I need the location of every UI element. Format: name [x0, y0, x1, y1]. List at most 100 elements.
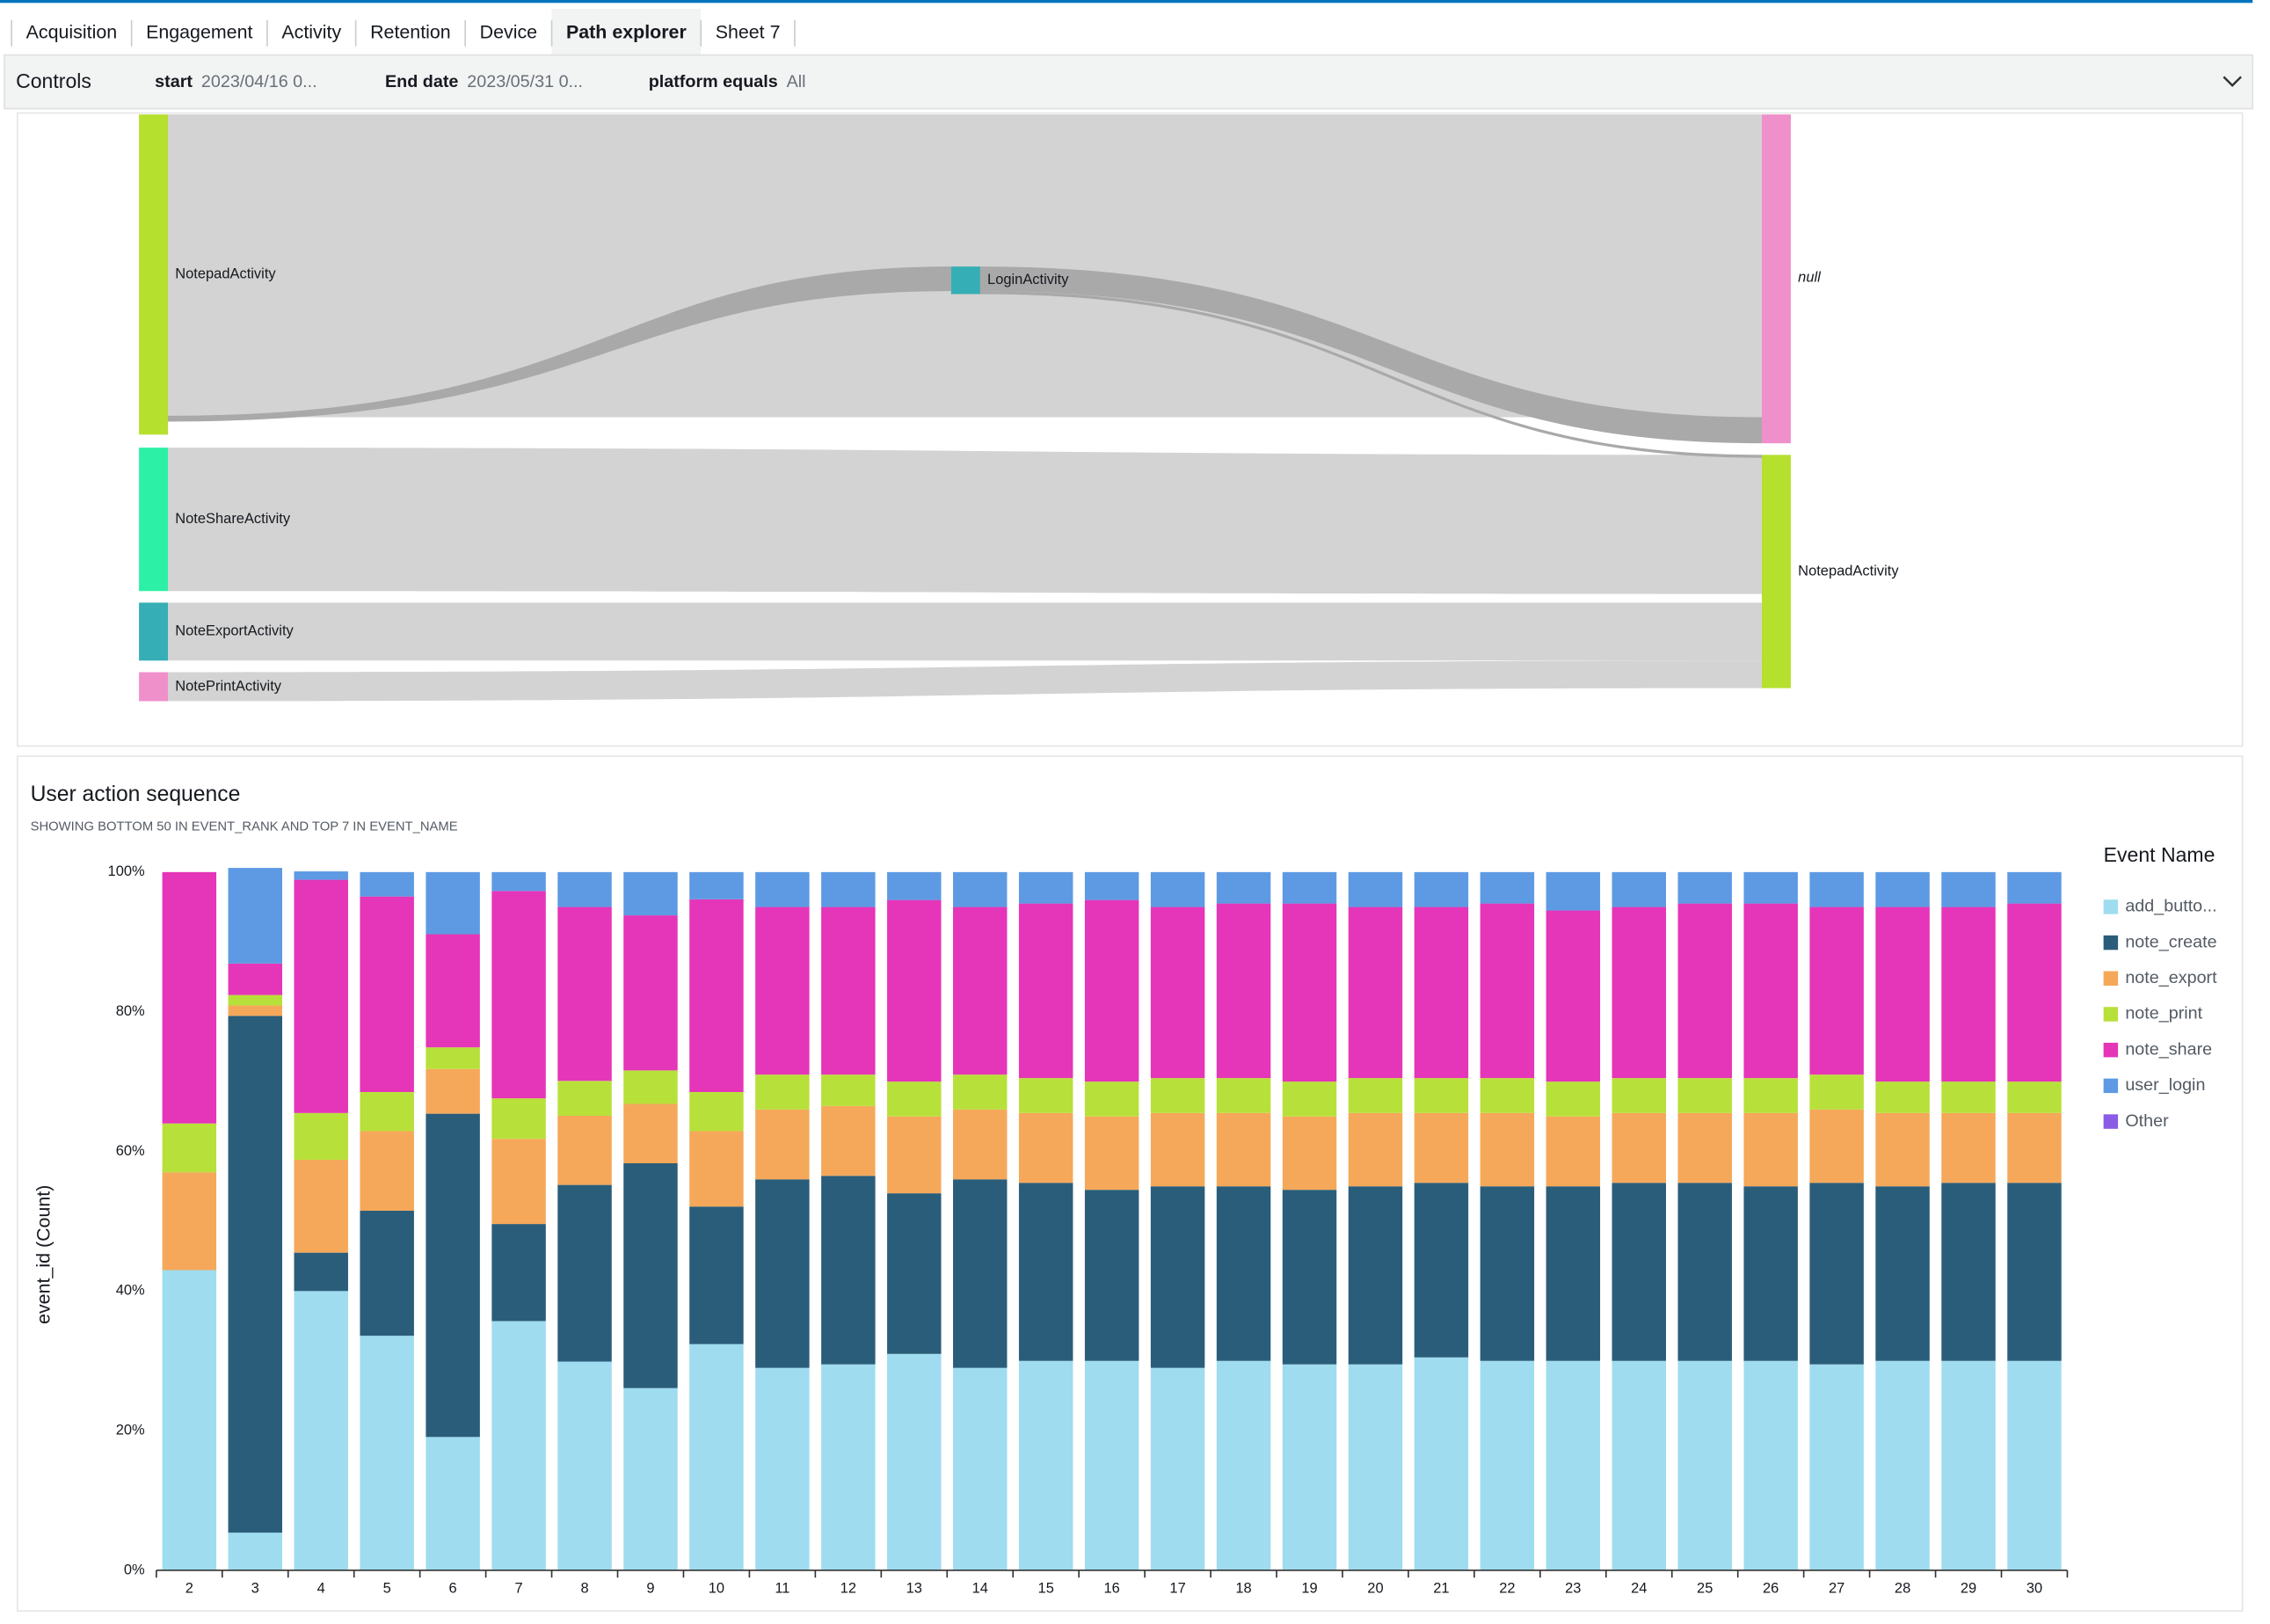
sankey-flows — [168, 114, 1763, 702]
bar-segment — [1150, 871, 1205, 907]
bar-segment — [755, 1179, 810, 1368]
x-tick-label: 28 — [1895, 1581, 1910, 1597]
x-tick-label: 10 — [709, 1581, 724, 1597]
sankey-node[interactable] — [950, 266, 980, 295]
filter-label[interactable]: platform equals — [649, 72, 778, 91]
bar-segment — [360, 871, 414, 897]
chart-subtitle: SHOWING BOTTOM 50 IN EVENT_RANK AND TOP … — [31, 820, 458, 834]
bar-segment — [755, 871, 810, 907]
sankey-node[interactable] — [139, 602, 169, 661]
bar-segment — [1480, 871, 1535, 904]
bar-segment — [1875, 1112, 1930, 1187]
legend-swatch[interactable] — [2103, 1042, 2119, 1058]
bar-segment — [821, 1074, 876, 1106]
x-tick-label: 14 — [972, 1581, 988, 1597]
bar-segment — [557, 907, 612, 1081]
expand-icon[interactable] — [2223, 76, 2242, 87]
bar-segment — [1348, 1364, 1403, 1570]
bar-segment — [623, 1387, 678, 1570]
filter-label[interactable]: start — [155, 72, 193, 91]
sankey-node[interactable] — [1762, 455, 1791, 688]
sankey-node[interactable] — [139, 448, 169, 592]
bar-segment — [1414, 871, 1469, 907]
legend-label[interactable]: note_export — [2125, 968, 2217, 987]
tab[interactable]: Sheet 7 — [716, 22, 781, 43]
bar-segment — [1743, 903, 1798, 1079]
bar-segment — [821, 907, 876, 1075]
bar-segment — [1546, 1360, 1601, 1570]
bar-segment — [1809, 871, 1864, 907]
tab[interactable]: Retention — [370, 22, 451, 43]
filter-value[interactable]: 2023/05/31 0... — [467, 72, 583, 91]
legend-label[interactable]: add_butto... — [2125, 897, 2216, 916]
tab[interactable]: Activity — [281, 22, 341, 43]
legend-swatch[interactable] — [2103, 1078, 2119, 1094]
bar-segment — [1348, 1078, 1403, 1113]
legend-swatch[interactable] — [2103, 899, 2119, 914]
bar-segment — [294, 1252, 348, 1292]
bar-segment — [1282, 903, 1337, 1082]
bar-segment — [1941, 1112, 1996, 1183]
tab[interactable]: Acquisition — [26, 22, 118, 43]
bar-segment — [426, 1437, 480, 1570]
bar-segment — [689, 1344, 744, 1570]
bar-segment — [1216, 903, 1271, 1079]
filter-label[interactable]: End date — [385, 72, 458, 91]
filters: start 2023/04/16 0... End date 2023/05/31 0… — [155, 72, 805, 91]
sankey-node[interactable] — [1762, 114, 1791, 444]
filter-value[interactable]: 2023/04/16 0... — [201, 72, 317, 91]
bar-segment — [557, 1081, 612, 1116]
bar-segment — [1084, 1116, 1139, 1191]
bar-segment — [1414, 1112, 1469, 1183]
legend-label[interactable]: note_create — [2125, 932, 2216, 951]
bar-segment — [1480, 1078, 1535, 1113]
bar-segment — [1875, 1360, 1930, 1570]
filter-value[interactable]: All — [787, 72, 806, 91]
legend-swatch[interactable] — [2103, 1114, 2119, 1129]
bar-segment — [1414, 1357, 1469, 1570]
active-tab — [551, 8, 702, 55]
x-tick-label: 30 — [2026, 1581, 2042, 1597]
legend-label[interactable]: user_login — [2125, 1075, 2205, 1095]
bar-segment — [1546, 1081, 1601, 1117]
bar-segment — [1743, 1112, 1798, 1187]
bar-segment — [755, 1109, 810, 1180]
x-tick-label: 7 — [514, 1581, 522, 1597]
legend-label[interactable]: Other — [2125, 1111, 2169, 1131]
bar-segment — [557, 1361, 612, 1570]
bar-segment — [1018, 903, 1073, 1079]
sankey-node[interactable] — [139, 672, 169, 702]
legend-label[interactable]: note_share — [2125, 1039, 2212, 1059]
bar-segment — [1216, 1112, 1271, 1187]
tab[interactable]: Engagement — [146, 22, 252, 43]
bar-segment — [1282, 1081, 1337, 1117]
bar-segment — [1941, 871, 1996, 907]
bar-segment — [1282, 1364, 1337, 1570]
x-tick-label: 27 — [1829, 1581, 1844, 1597]
sankey-node[interactable] — [139, 114, 169, 435]
legend-swatch[interactable] — [2103, 1007, 2119, 1022]
flow — [168, 660, 1763, 702]
bar-segment — [1612, 1078, 1667, 1113]
bar-segment — [1809, 1109, 1864, 1183]
bar-segment — [1018, 871, 1073, 904]
y-tick-label: 0% — [124, 1562, 145, 1577]
y-axis-title: event_id (Count) — [33, 1185, 55, 1324]
tab[interactable]: Device — [480, 22, 537, 43]
bar-segment — [1612, 1183, 1667, 1361]
sankey-node-label: null — [1798, 270, 1822, 286]
bar-segment — [1875, 871, 1930, 907]
bar-segment — [426, 1068, 480, 1114]
bar-segment — [1612, 907, 1667, 1079]
x-tick-label: 17 — [1169, 1581, 1185, 1597]
bar-segment — [1677, 1183, 1732, 1361]
tab[interactable]: Path explorer — [566, 22, 687, 43]
bar-segment — [887, 1193, 942, 1354]
legend-swatch[interactable] — [2103, 971, 2119, 987]
bar-segment — [1677, 1360, 1732, 1570]
chart: 0%20%40%60%80%100%2 3 4 5 6 7 8 9 10 11 12 13 14 15 16… — [108, 863, 2218, 1597]
legend-label[interactable]: note_print — [2125, 1004, 2202, 1023]
bar-segment — [2007, 1183, 2062, 1361]
legend-swatch[interactable] — [2103, 935, 2119, 950]
